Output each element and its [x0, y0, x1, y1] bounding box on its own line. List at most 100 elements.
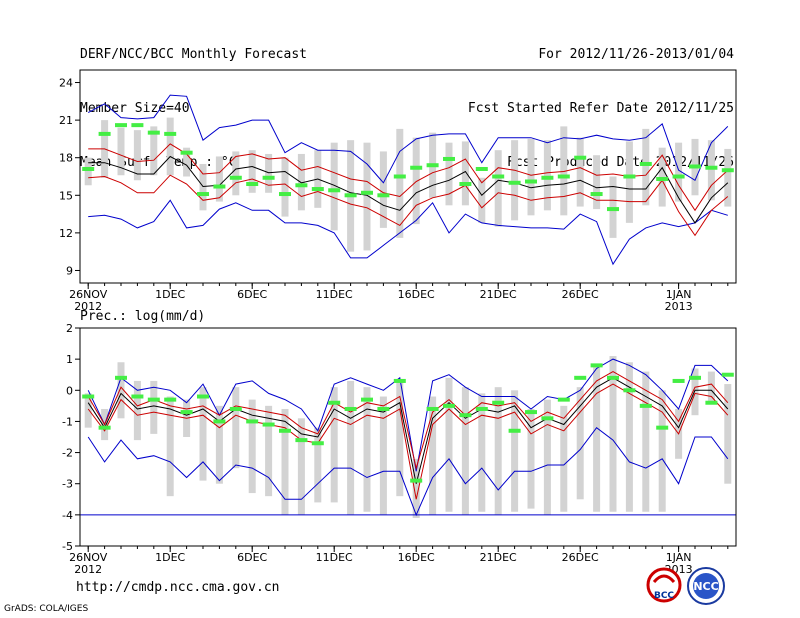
observed-marker [262, 422, 275, 427]
ensemble-box [232, 387, 240, 469]
ensemble-box [133, 380, 141, 441]
ensemble-box [363, 142, 371, 251]
plot-frame [79, 327, 737, 547]
observed-marker [443, 156, 455, 161]
ensemble-box [281, 408, 289, 515]
ensemble-box [265, 405, 273, 497]
ensemble-box [543, 399, 551, 515]
ensemble-box [543, 140, 551, 211]
observed-marker [672, 174, 685, 179]
ensemble-box [347, 380, 355, 515]
ensemble-box [478, 177, 486, 223]
observed-marker [180, 410, 193, 415]
ensemble-box [625, 141, 633, 223]
series-upper-line [87, 371, 729, 471]
observed-marker [393, 174, 406, 179]
series-max-line [87, 94, 729, 184]
observed-marker [213, 184, 226, 189]
observed-marker [279, 192, 291, 197]
observed-marker [721, 168, 734, 173]
observed-marker [246, 182, 259, 187]
ensemble-box [576, 137, 584, 207]
panel-2: -5 -4 -3 -2 -1 0 1 2 26NOV 1DEC 6DEC 11DEC 16DEC 21DE… [62, 322, 737, 576]
grads-credit: GrADS: COLA/IGES [4, 604, 89, 614]
ensemble-box [707, 140, 715, 201]
observed-marker [623, 174, 636, 179]
observed-marker [705, 400, 718, 405]
y-tick-label: 0 [66, 384, 73, 397]
x-year-label: 2013 [665, 300, 693, 313]
x-year-label: 2012 [74, 563, 102, 576]
observed-marker [82, 394, 95, 399]
bcc-logo: BCC [646, 567, 682, 603]
x-tick-label: 26NOV [69, 551, 108, 564]
observed-marker [164, 131, 177, 136]
ensemble-box [461, 387, 469, 515]
y-tick-label: -5 [62, 540, 73, 553]
y-tick-label: 24 [59, 77, 73, 90]
ensemble-box [461, 141, 469, 206]
ensemble-box [117, 127, 125, 176]
ensemble-box [150, 126, 158, 176]
observed-marker [410, 165, 423, 170]
observed-marker [689, 164, 701, 169]
x-tick-label: 21DEC [480, 288, 517, 301]
bcc-logo-text: BCC [654, 591, 674, 601]
ensemble-box [330, 387, 338, 503]
ensemble-box [675, 142, 683, 202]
ensemble-box [445, 142, 453, 206]
observed-marker [131, 394, 144, 399]
forecast-period: For 2012/11/26-2013/01/04 [538, 47, 734, 62]
observed-marker [541, 175, 554, 180]
ensemble-box [314, 427, 322, 503]
ensemble-box [642, 371, 650, 512]
ensemble-box [724, 384, 732, 484]
observed-marker [361, 397, 373, 402]
observed-marker [311, 441, 324, 446]
observed-marker [262, 175, 275, 180]
y-tick-label: -3 [62, 478, 73, 491]
x-tick-label: 16DEC [398, 551, 435, 564]
observed-marker [147, 130, 160, 135]
observed-marker [607, 207, 619, 212]
y-tick-label: 21 [59, 114, 73, 127]
observed-marker [197, 192, 209, 197]
ensemble-box [183, 147, 191, 177]
observed-marker [311, 187, 324, 192]
y-tick-label: 1 [66, 353, 73, 366]
ensemble-box [330, 142, 338, 231]
ensemble-box [658, 390, 666, 512]
observed-marker [377, 193, 390, 198]
panel-1: Prec.: log(mm/d) 9 12 15 18 21 24 26NOV 1DEC 6DEC… [59, 69, 737, 324]
observed-marker [410, 478, 423, 483]
observed-marker [574, 155, 587, 160]
ensemble-box [609, 356, 617, 512]
observed-marker [656, 177, 669, 182]
y-tick-label: 15 [59, 189, 73, 202]
ensemble-box [560, 405, 568, 512]
ensemble-box [150, 380, 158, 434]
forecast-started-date: Fcst Started Refer Date 2012/11/25 [467, 101, 734, 116]
ensemble-box [396, 128, 404, 238]
series-upper-line [88, 143, 729, 212]
observed-marker [525, 179, 537, 184]
observed-marker [82, 166, 95, 171]
x-tick-label: 11DEC [316, 551, 353, 564]
observed-marker [525, 410, 537, 415]
ensemble-box [642, 128, 650, 206]
ensemble-box [593, 365, 601, 512]
observed-marker [229, 175, 242, 180]
forecast-title: DERF/NCC/BCC Monthly Forecast [80, 47, 307, 62]
observed-marker [115, 123, 127, 128]
x-tick-label: 1DEC [155, 288, 185, 301]
source-url[interactable]: http://cmdp.ncc.cma.gov.cn [76, 580, 280, 595]
observed-marker [557, 174, 570, 179]
observed-marker [623, 388, 636, 393]
ensemble-box [297, 153, 305, 211]
ensemble-box [429, 396, 437, 515]
x-tick-label: 1DEC [155, 551, 185, 564]
ensemble-box [576, 387, 584, 500]
ensemble-box [199, 387, 207, 481]
ensemble-box [117, 362, 125, 419]
